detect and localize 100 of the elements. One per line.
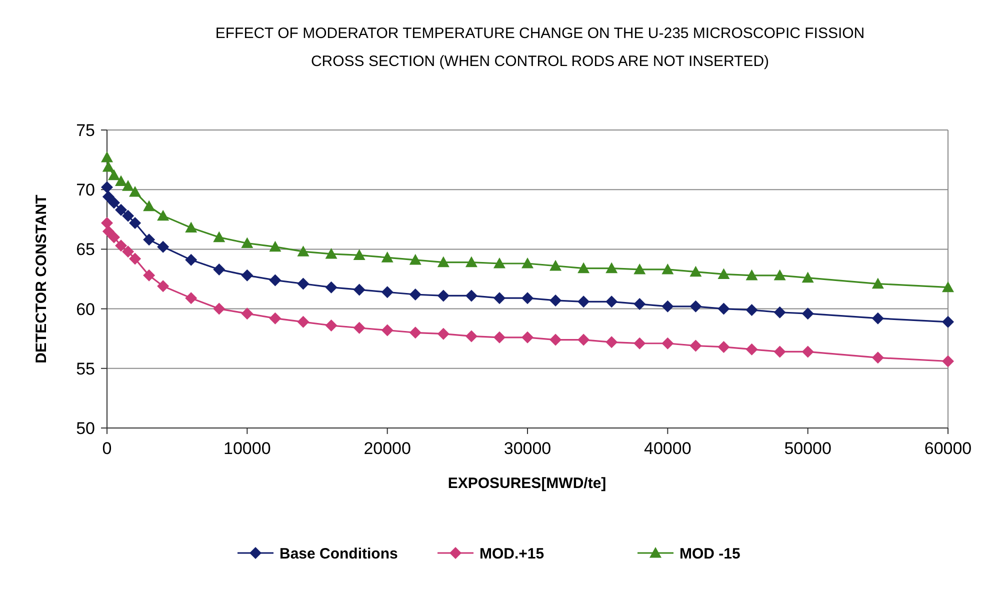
point [143, 269, 156, 282]
point [269, 274, 282, 286]
point [437, 290, 450, 302]
y-tick-label: 75 [76, 120, 95, 140]
legend-label: MOD -15 [680, 545, 740, 562]
point [718, 340, 730, 353]
point [122, 210, 134, 222]
point [493, 258, 506, 268]
point [185, 254, 198, 266]
point [606, 262, 618, 274]
point [774, 306, 786, 318]
y-tick-label: 50 [76, 418, 95, 438]
point [942, 281, 954, 292]
y-tick-label: 70 [76, 180, 95, 200]
point [718, 268, 730, 280]
point [157, 280, 170, 292]
point [746, 343, 758, 356]
x-tick-label: 50000 [784, 439, 832, 458]
point [662, 337, 674, 350]
point [550, 260, 562, 271]
point [662, 300, 674, 312]
point [522, 292, 534, 304]
point [550, 294, 562, 306]
x-tick-label: 30000 [504, 439, 552, 458]
point [872, 312, 884, 324]
legend-label: Base Conditions [280, 545, 398, 562]
point [213, 302, 226, 315]
point [437, 256, 450, 268]
point [634, 298, 646, 310]
point [101, 216, 113, 229]
point [802, 272, 814, 283]
y-tick-label: 65 [76, 240, 95, 260]
point [269, 240, 282, 252]
point [241, 269, 254, 282]
point [381, 324, 394, 336]
point [325, 281, 338, 294]
point [297, 278, 310, 290]
y-tick-label: 55 [76, 359, 95, 378]
x-tick-label: 40000 [644, 439, 692, 458]
point [634, 263, 646, 274]
point [102, 225, 114, 238]
point [325, 319, 338, 332]
point [101, 151, 113, 162]
point [122, 180, 134, 191]
point [437, 328, 450, 340]
point [115, 240, 128, 252]
point [690, 300, 702, 312]
point [942, 316, 954, 328]
point [129, 252, 142, 265]
y-axis-title: DETECTOR CONSTANT [33, 194, 50, 364]
point [157, 240, 170, 253]
point [122, 246, 134, 258]
point [606, 296, 618, 308]
point [493, 292, 506, 304]
point [101, 181, 113, 194]
point [465, 256, 478, 268]
point [213, 231, 226, 242]
point [381, 286, 394, 298]
point [774, 269, 786, 280]
point [297, 246, 310, 256]
point [143, 234, 156, 246]
y-tick-label: 60 [76, 300, 95, 319]
point [578, 334, 590, 346]
point [241, 308, 254, 320]
x-tick-label: 60000 [924, 439, 972, 458]
point [690, 340, 702, 352]
point [802, 346, 814, 358]
x-axis-title: EXPOSURES[MWD/te] [448, 475, 606, 492]
point [746, 304, 758, 316]
point [774, 346, 786, 358]
point [353, 322, 366, 334]
chart-title: EFFECT OF MODERATOR TEMPERATURE CHANGE ON THE U-235 MICROSCOPIC FISSION CROSS SECTION (WHEN CONTROL RODS ARE NOT INSERTED) [215, 25, 865, 70]
point [129, 186, 142, 197]
point [381, 252, 394, 262]
point [690, 266, 702, 277]
point [550, 334, 562, 346]
point [297, 316, 310, 328]
x-tick-label: 20000 [364, 439, 411, 458]
point [129, 216, 142, 229]
point [409, 288, 422, 300]
point [269, 312, 282, 324]
legend-label: MOD.+15 [480, 545, 544, 562]
point [143, 200, 156, 212]
point [942, 355, 954, 368]
x-tick-label: 10000 [224, 439, 271, 458]
point [108, 196, 120, 209]
point [606, 336, 618, 348]
point [522, 258, 534, 268]
point [718, 302, 730, 315]
point [185, 222, 198, 233]
point [157, 210, 170, 221]
point [493, 331, 506, 344]
point [108, 169, 120, 180]
point [241, 237, 254, 248]
point [872, 352, 884, 364]
point [465, 290, 478, 302]
point [115, 175, 128, 186]
point [102, 160, 114, 172]
point [409, 254, 422, 265]
point [185, 292, 198, 304]
